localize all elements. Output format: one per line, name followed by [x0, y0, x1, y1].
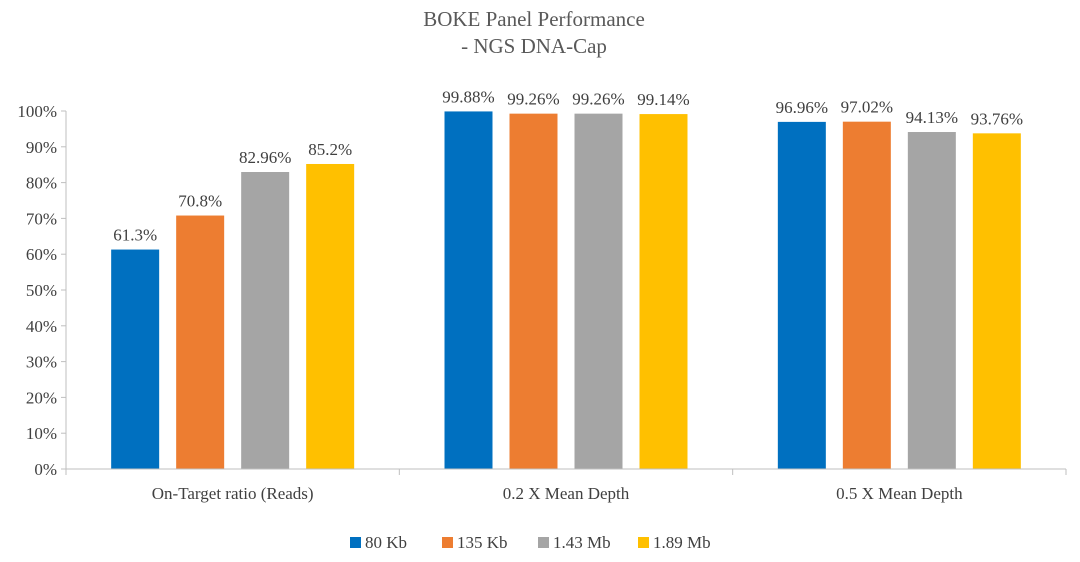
data-label: 99.26%: [572, 90, 624, 109]
legend-label: 80 Kb: [365, 533, 407, 552]
bar: [306, 163, 355, 469]
bar: [639, 114, 688, 469]
bar: [574, 113, 623, 469]
legend-swatch: [638, 537, 649, 548]
bar: [444, 111, 493, 470]
legend-label: 1.43 Mb: [553, 533, 611, 552]
y-tick-label: 80%: [26, 174, 57, 193]
y-tick-label: 70%: [26, 209, 57, 228]
y-tick-label: 100%: [17, 102, 57, 121]
bar: [777, 121, 826, 469]
data-label: 99.88%: [442, 87, 494, 106]
y-tick-label: 90%: [26, 138, 57, 157]
x-category-label: On-Target ratio (Reads): [152, 484, 314, 503]
bar: [241, 172, 290, 469]
bars: [111, 111, 1021, 470]
y-tick-label: 60%: [26, 245, 57, 264]
legend-label: 135 Kb: [457, 533, 508, 552]
chart-title-line-2: - NGS DNA-Cap: [461, 34, 607, 58]
bar: [509, 113, 558, 469]
y-tick-label: 10%: [26, 424, 57, 443]
data-label: 93.76%: [971, 109, 1023, 128]
legend-swatch: [350, 537, 361, 548]
x-category-label: 0.5 X Mean Depth: [836, 484, 963, 503]
bar: [176, 215, 225, 469]
chart-title-line-1: BOKE Panel Performance: [423, 7, 645, 31]
data-label: 82.96%: [239, 148, 291, 167]
y-tick-label: 30%: [26, 353, 57, 372]
bar: [972, 133, 1021, 469]
x-axis: On-Target ratio (Reads) 0.2 X Mean Depth 0…: [65, 468, 1067, 503]
data-label: 85.2%: [308, 140, 352, 159]
y-tick-label: 0%: [34, 460, 57, 479]
bar: [907, 132, 956, 470]
data-label: 99.14%: [637, 90, 689, 109]
data-label: 96.96%: [776, 98, 828, 117]
legend-swatch: [442, 537, 453, 548]
legend: 80 Kb 135 Kb 1.43 Mb 1.89 Mb: [350, 533, 711, 552]
legend-swatch: [538, 537, 549, 548]
y-tick-label: 50%: [26, 281, 57, 300]
y-tick-label: 40%: [26, 317, 57, 336]
bar: [111, 249, 160, 469]
y-axis: 0% 10% 20% 30% 40% 50% 60% 70% 80% 90% 100%: [17, 102, 67, 479]
data-label: 99.26%: [507, 90, 559, 109]
data-label: 97.02%: [841, 98, 893, 117]
bar: [842, 121, 891, 470]
x-category-label: 0.2 X Mean Depth: [503, 484, 630, 503]
data-label: 61.3%: [113, 226, 157, 245]
y-tick-label: 20%: [26, 388, 57, 407]
legend-label: 1.89 Mb: [653, 533, 711, 552]
data-labels: 61.3% 70.8% 82.96% 85.2% 99.88% 99.26% 99.26% 9…: [113, 87, 1023, 244]
data-label: 70.8%: [178, 192, 222, 211]
data-label: 94.13%: [906, 108, 958, 127]
